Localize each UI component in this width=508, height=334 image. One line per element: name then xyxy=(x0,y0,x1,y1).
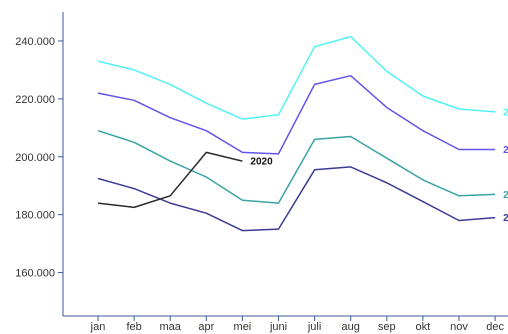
x-tick-label: sep xyxy=(378,321,396,333)
x-tick-label: mei xyxy=(234,321,252,333)
x-tick-label: dec xyxy=(486,321,504,333)
x-tick-label: aug xyxy=(342,321,360,333)
series-line xyxy=(97,129,496,204)
x-tick-label: nov xyxy=(450,321,468,333)
series-end-label: 2 xyxy=(503,145,508,156)
y-tick-label: 160.000 xyxy=(15,268,55,280)
series-end-label: 2020 xyxy=(250,157,273,168)
y-axis: 160.000 180.000 200.000 220.000 240.000 xyxy=(15,12,64,316)
series-end-label: 2 xyxy=(503,107,508,118)
x-tick-label: jan xyxy=(90,321,106,333)
x-tick-label: feb xyxy=(126,321,141,333)
x-tick-label: apr xyxy=(198,321,214,333)
y-tick-label: 180.000 xyxy=(15,210,55,222)
x-tick-label: juni xyxy=(269,321,287,333)
x-tick-label: juli xyxy=(307,321,321,333)
series-line xyxy=(97,74,496,155)
series-lines xyxy=(97,35,496,232)
y-tick-label: 240.000 xyxy=(15,36,55,48)
y-tick-label: 220.000 xyxy=(15,94,55,106)
x-axis: jan feb maa apr mei juni juli aug sep okt nov dec xyxy=(63,315,508,333)
series-end-label: 2 xyxy=(503,190,508,201)
x-tick-label: okt xyxy=(416,321,431,333)
series-line xyxy=(97,35,496,120)
series-line xyxy=(97,166,496,232)
x-tick-label: maa xyxy=(159,321,181,333)
series-labels: 2 2 2 2 2020 xyxy=(250,107,508,224)
series-end-label: 2 xyxy=(503,213,508,224)
series-line xyxy=(97,151,243,209)
y-tick-label: 200.000 xyxy=(15,152,55,164)
